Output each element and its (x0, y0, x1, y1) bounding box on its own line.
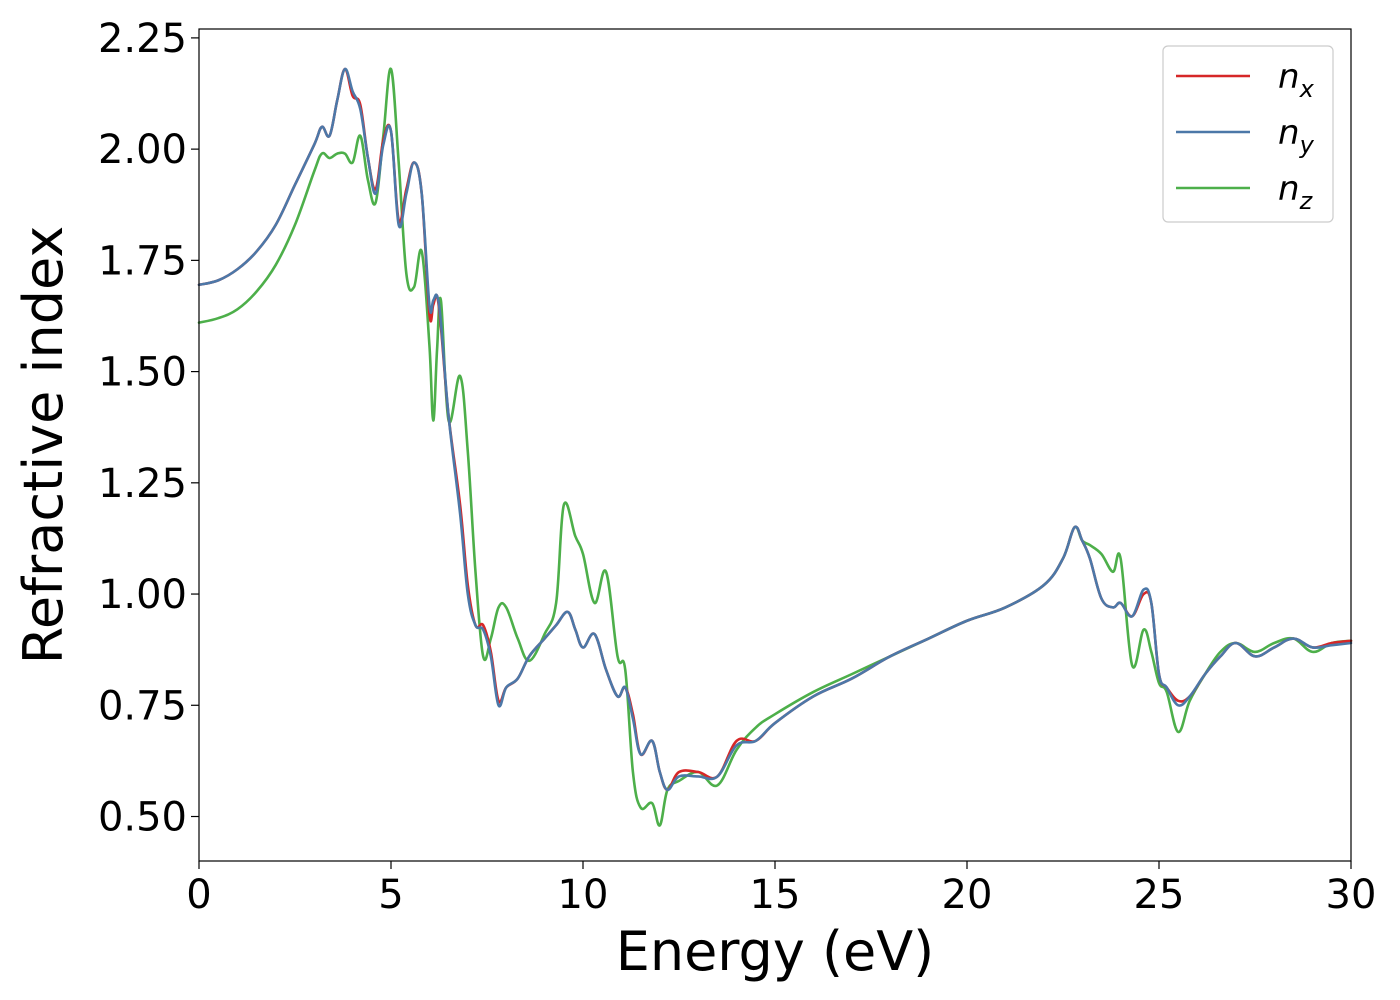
legend-label-subscript: x (1299, 75, 1315, 103)
y-tick-label: 0.50 (98, 795, 187, 841)
legend-label-z: nz (1278, 169, 1314, 215)
series-line-y (197, 67, 1353, 792)
y-tick-label: 1.75 (98, 238, 187, 284)
x-tick-label: 15 (750, 872, 801, 918)
x-axis-title: Energy (eV) (616, 920, 935, 983)
x-tick-label: 20 (942, 872, 993, 918)
legend-label-subscript: y (1299, 131, 1315, 159)
y-tick-label: 2.00 (98, 127, 187, 173)
x-tick-label: 5 (378, 872, 403, 918)
legend-label-base: n (1278, 169, 1300, 209)
series-layer (197, 67, 1353, 827)
y-tick-label: 1.25 (98, 461, 187, 507)
legend-label-y: ny (1278, 113, 1315, 159)
x-tick-label: 10 (558, 872, 609, 918)
y-tick-label: 0.75 (98, 683, 187, 729)
x-tick-label: 0 (186, 872, 211, 918)
y-axis-ticks: 0.50 0.75 1.00 1.25 1.50 1.75 2.00 2.25 (98, 16, 199, 841)
y-axis-title: Refractive index (12, 226, 75, 665)
legend-frame (1162, 45, 1334, 223)
legend-label-base: n (1278, 57, 1300, 97)
x-tick-label: 25 (1134, 872, 1185, 918)
y-tick-label: 1.00 (98, 572, 187, 618)
x-axis-ticks: 0 5 10 15 20 25 30 (186, 861, 1376, 918)
legend-label-base: n (1278, 113, 1300, 153)
legend-label-x: nx (1278, 57, 1315, 103)
y-tick-label: 2.25 (98, 16, 187, 62)
legend-label-subscript: z (1299, 187, 1314, 215)
x-tick-label: 30 (1326, 872, 1377, 918)
y-tick-label: 1.50 (98, 350, 187, 396)
